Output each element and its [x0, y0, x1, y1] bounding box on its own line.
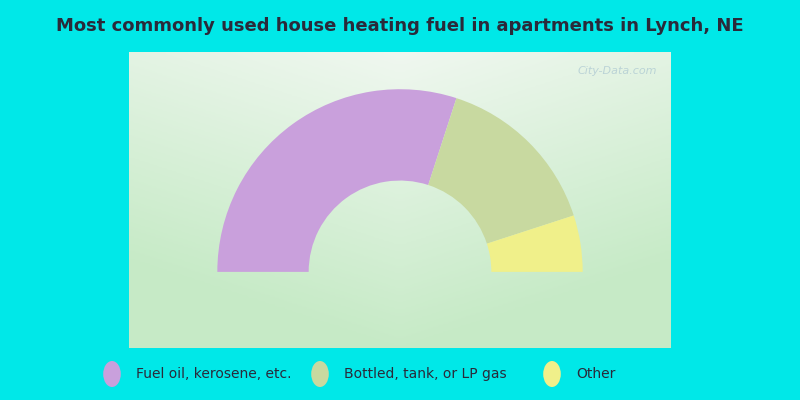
Text: Bottled, tank, or LP gas: Bottled, tank, or LP gas [344, 367, 506, 381]
Wedge shape [487, 216, 582, 272]
Wedge shape [428, 98, 574, 244]
Ellipse shape [543, 361, 561, 387]
Ellipse shape [103, 361, 121, 387]
Text: City-Data.com: City-Data.com [578, 66, 657, 76]
Text: Most commonly used house heating fuel in apartments in Lynch, NE: Most commonly used house heating fuel in… [56, 17, 744, 35]
Text: Fuel oil, kerosene, etc.: Fuel oil, kerosene, etc. [136, 367, 291, 381]
Wedge shape [218, 89, 457, 272]
Text: Other: Other [576, 367, 615, 381]
Ellipse shape [311, 361, 329, 387]
